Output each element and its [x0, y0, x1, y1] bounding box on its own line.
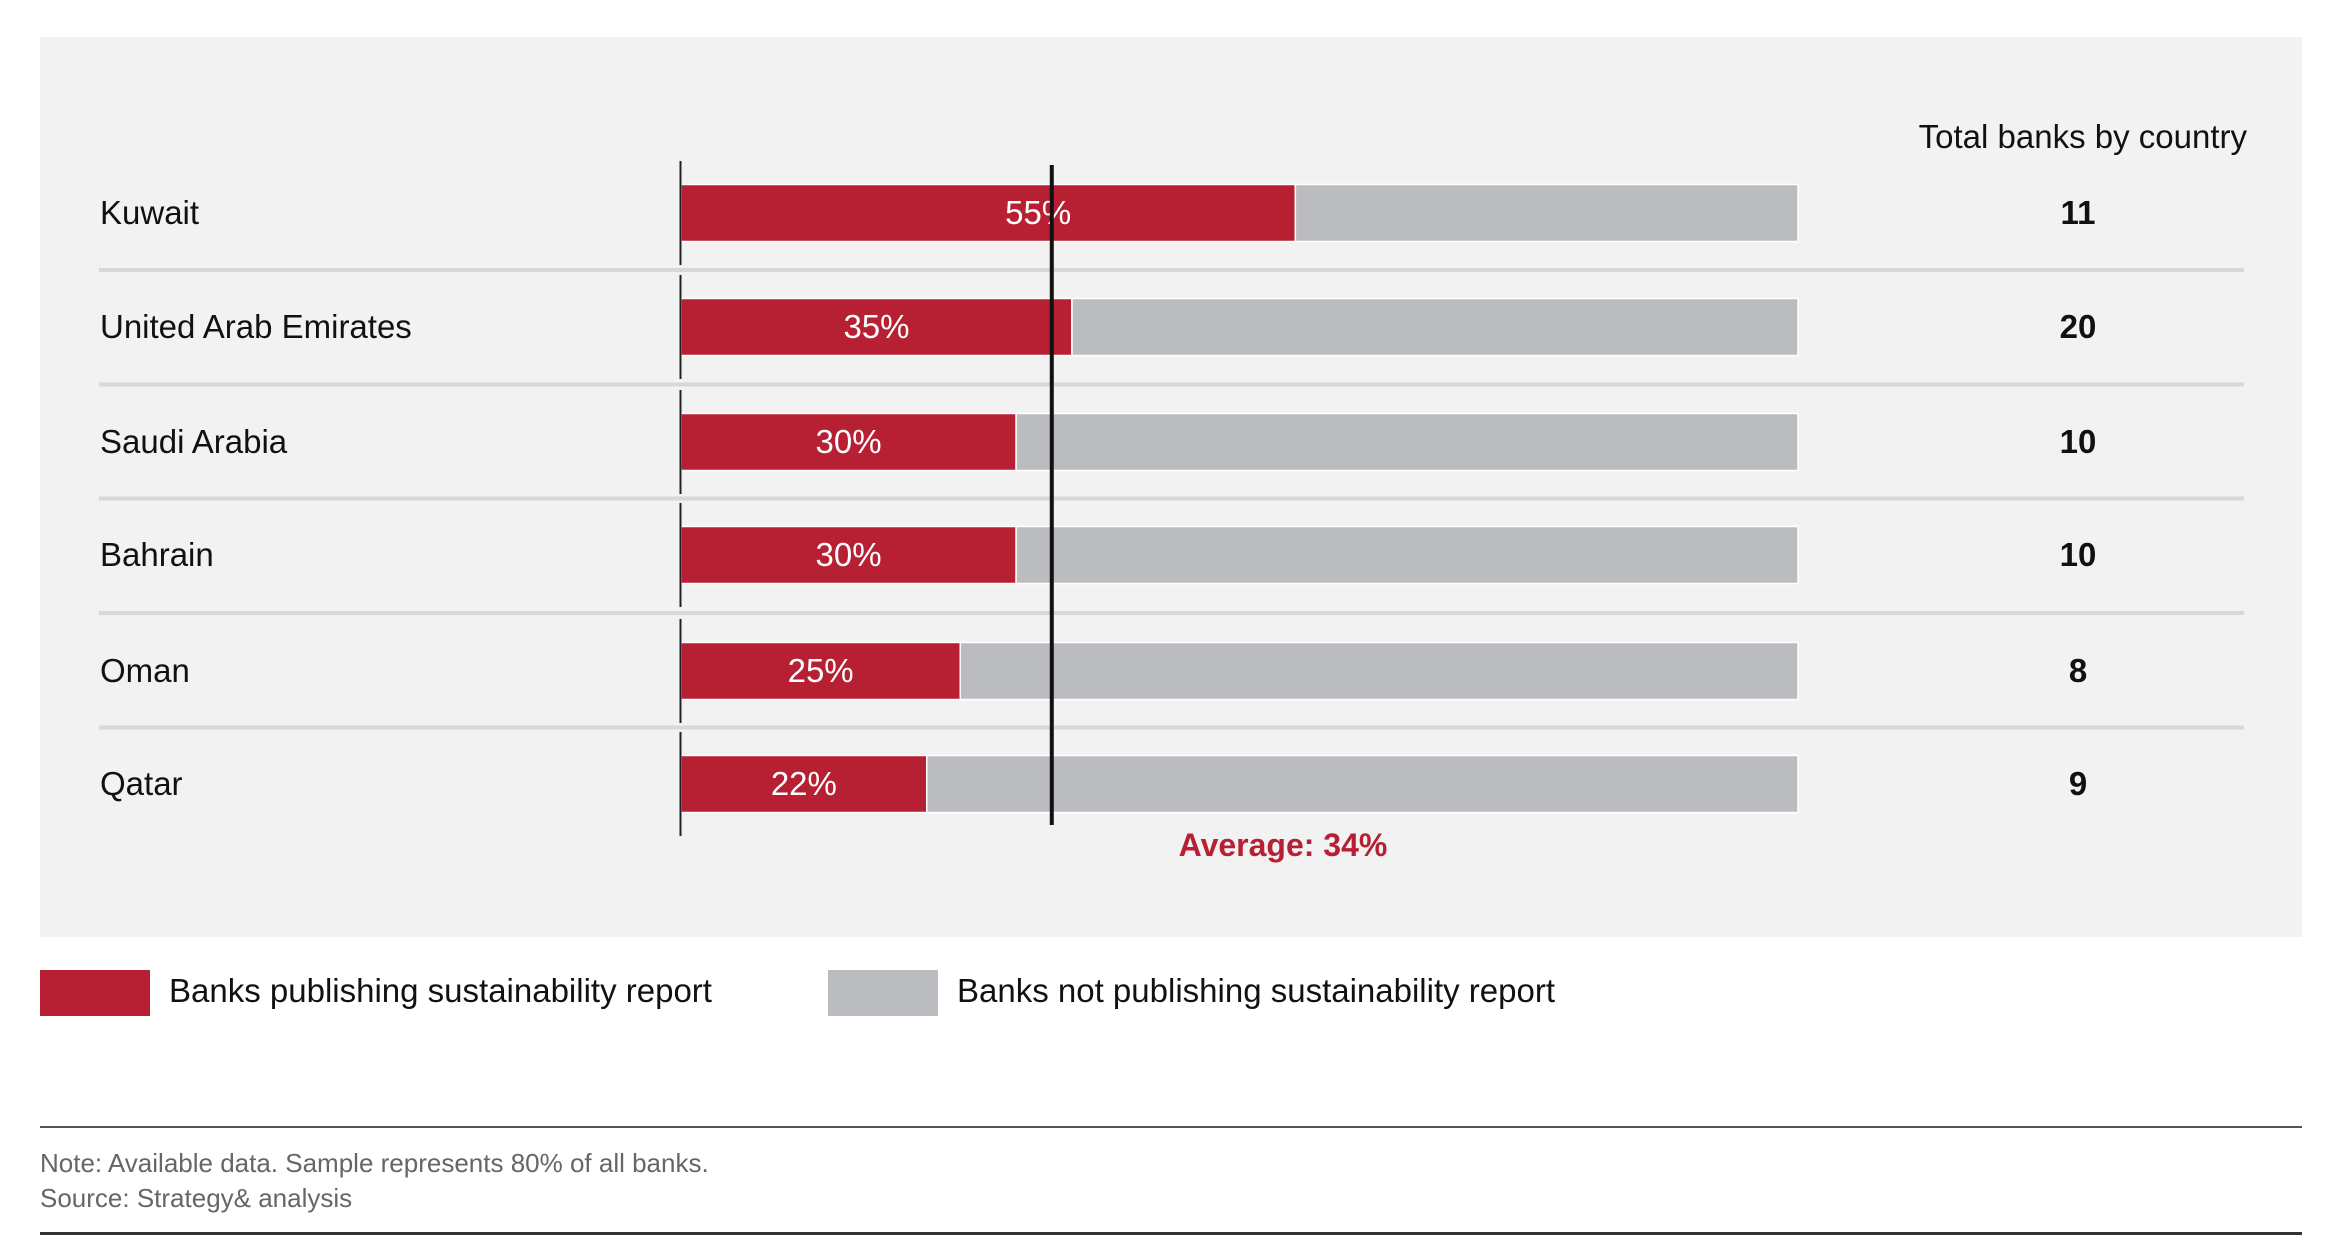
bank-count: 20: [2060, 308, 2097, 345]
axis-line: [679, 390, 682, 494]
footer-source: Source: Strategy& analysis: [40, 1183, 353, 1213]
row-separator: [99, 611, 2244, 615]
counts-header: Total banks by country: [1919, 118, 2248, 155]
category-label: Qatar: [100, 765, 183, 802]
axis-line: [679, 161, 682, 265]
row-separator: [99, 725, 2244, 730]
bar-publishing: [680, 412, 1017, 472]
bar-publishing: [680, 641, 961, 701]
bank-count: 9: [2069, 765, 2087, 802]
bank-count: 10: [2060, 423, 2097, 460]
data-label: 35%: [843, 308, 909, 345]
category-label: Oman: [100, 652, 190, 689]
row-separator: [99, 496, 2244, 501]
category-label: Bahrain: [100, 536, 214, 573]
data-label: 30%: [816, 536, 882, 573]
axis-line: [679, 503, 682, 607]
axis-line: [679, 275, 682, 379]
footer-note: Note: Available data. Sample represents …: [40, 1148, 709, 1178]
row-separator: [99, 268, 2244, 272]
average-label: Average: 34%: [1179, 827, 1388, 863]
bar-not-publishing: [1071, 297, 1799, 357]
data-label: 22%: [771, 765, 837, 802]
bar-not-publishing: [1294, 183, 1799, 243]
axis-line: [679, 619, 682, 723]
row-separator: [99, 382, 2244, 387]
bar-chart: Total banks by country 55% Kuwait 11 35% Uni…: [99, 118, 2248, 863]
legend-swatch-not-publishing: [828, 970, 938, 1016]
bar-not-publishing: [925, 754, 1799, 814]
category-label: United Arab Emirates: [100, 308, 412, 345]
bar-publishing: [680, 183, 1297, 243]
bar-not-publishing: [1015, 412, 1799, 472]
bar-not-publishing: [959, 641, 1799, 701]
footer-bottom-rule: [40, 1232, 2302, 1235]
average-line: [1049, 165, 1054, 825]
bank-count: 10: [2060, 536, 2097, 573]
legend-label-publishing: Banks publishing sustainability report: [169, 972, 712, 1009]
data-label: 55%: [1005, 194, 1071, 231]
data-label: 25%: [788, 652, 854, 689]
bar-publishing: [680, 525, 1017, 585]
axis-line: [679, 732, 682, 836]
data-label: 30%: [816, 423, 882, 460]
bank-count: 11: [2061, 194, 2096, 231]
legend-swatch-publishing: [40, 970, 150, 1016]
bar-not-publishing: [1015, 525, 1799, 585]
legend-label-not-publishing: Banks not publishing sustainability repo…: [957, 972, 1556, 1009]
bar-publishing: [680, 754, 928, 814]
category-label: Kuwait: [100, 194, 199, 231]
bank-count: 8: [2069, 652, 2087, 689]
category-label: Saudi Arabia: [100, 423, 288, 460]
bar-publishing: [680, 297, 1073, 357]
footer-top-rule: [40, 1126, 2302, 1128]
